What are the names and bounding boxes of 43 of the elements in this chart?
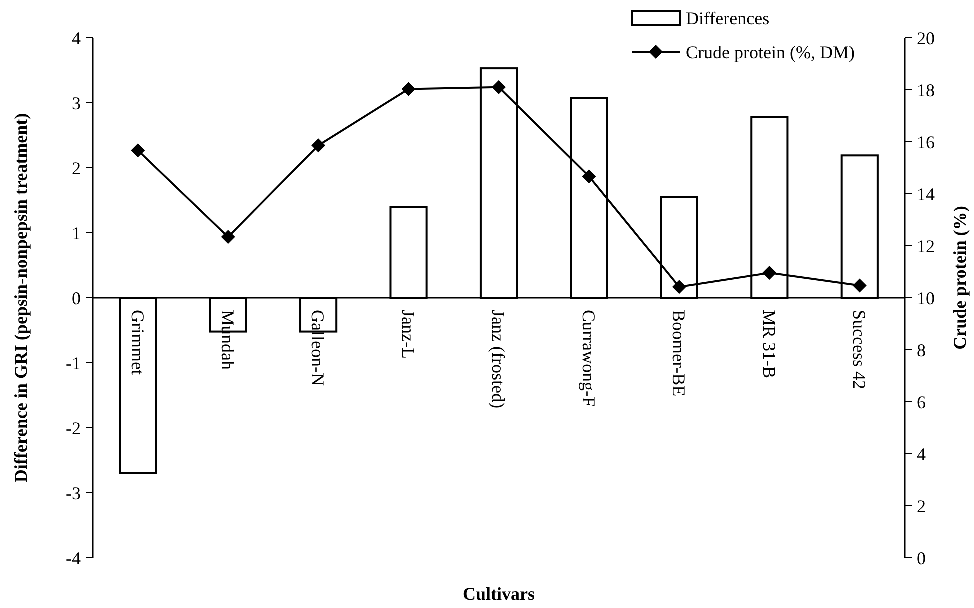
y-tick-label: 2	[72, 158, 81, 178]
y-tick-label: 0	[72, 288, 81, 308]
x-tick-label: Boomer-BE	[669, 310, 690, 397]
y-tick-label: -2	[66, 418, 81, 438]
y-tick-label: -4	[66, 548, 81, 568]
y2-tick-label: 10	[917, 288, 935, 308]
point	[312, 138, 326, 153]
y-tick-label: -3	[66, 483, 81, 504]
point	[852, 278, 867, 293]
y2-tick-label: 20	[917, 28, 935, 48]
y2-tick-label: 16	[917, 132, 935, 152]
x-tick-label: Galleon-N	[308, 310, 328, 386]
x-tick-label: Mundah	[218, 310, 238, 370]
x-tick-label: MR 31-B	[759, 310, 780, 379]
x-tick-label: Janz-L	[398, 310, 418, 359]
y2-tick-label: 2	[917, 496, 926, 516]
point	[402, 82, 416, 96]
y-axis-title: Difference in GRI (pepsin-nonpepsin treatment)	[11, 113, 31, 483]
y-tick-label: 1	[72, 223, 81, 244]
x-tick-label: Success 42	[850, 310, 870, 390]
x-tick-label: Janz (frosted)	[488, 310, 509, 408]
y2-tick-label: 0	[917, 548, 926, 568]
y-tick-label: 3	[72, 93, 81, 114]
legend-label: Crude protein (%, DM)	[686, 42, 855, 62]
y2-tick-label: 14	[917, 184, 935, 204]
y-tick-label: 4	[72, 28, 81, 48]
y2-tick-label: 6	[917, 392, 926, 412]
y2-tick-label: 4	[917, 444, 926, 464]
x-tick-label: Currawong-F	[578, 310, 599, 407]
y2-tick-label: 18	[917, 80, 935, 100]
x-tick-label: Grimmet	[128, 310, 148, 375]
point	[492, 80, 506, 94]
y2-tick-label: 12	[917, 236, 935, 256]
point	[672, 280, 686, 294]
point	[762, 266, 777, 280]
y2-tick-label: 8	[917, 340, 926, 360]
legend-label: Differences	[686, 8, 770, 28]
point	[221, 230, 236, 244]
point	[582, 170, 596, 184]
y-tick-label: -1	[66, 353, 81, 374]
x-axis-title: Cultivars	[463, 584, 535, 604]
point	[131, 144, 146, 158]
y2-axis-title: Crude protein (%)	[950, 206, 970, 350]
